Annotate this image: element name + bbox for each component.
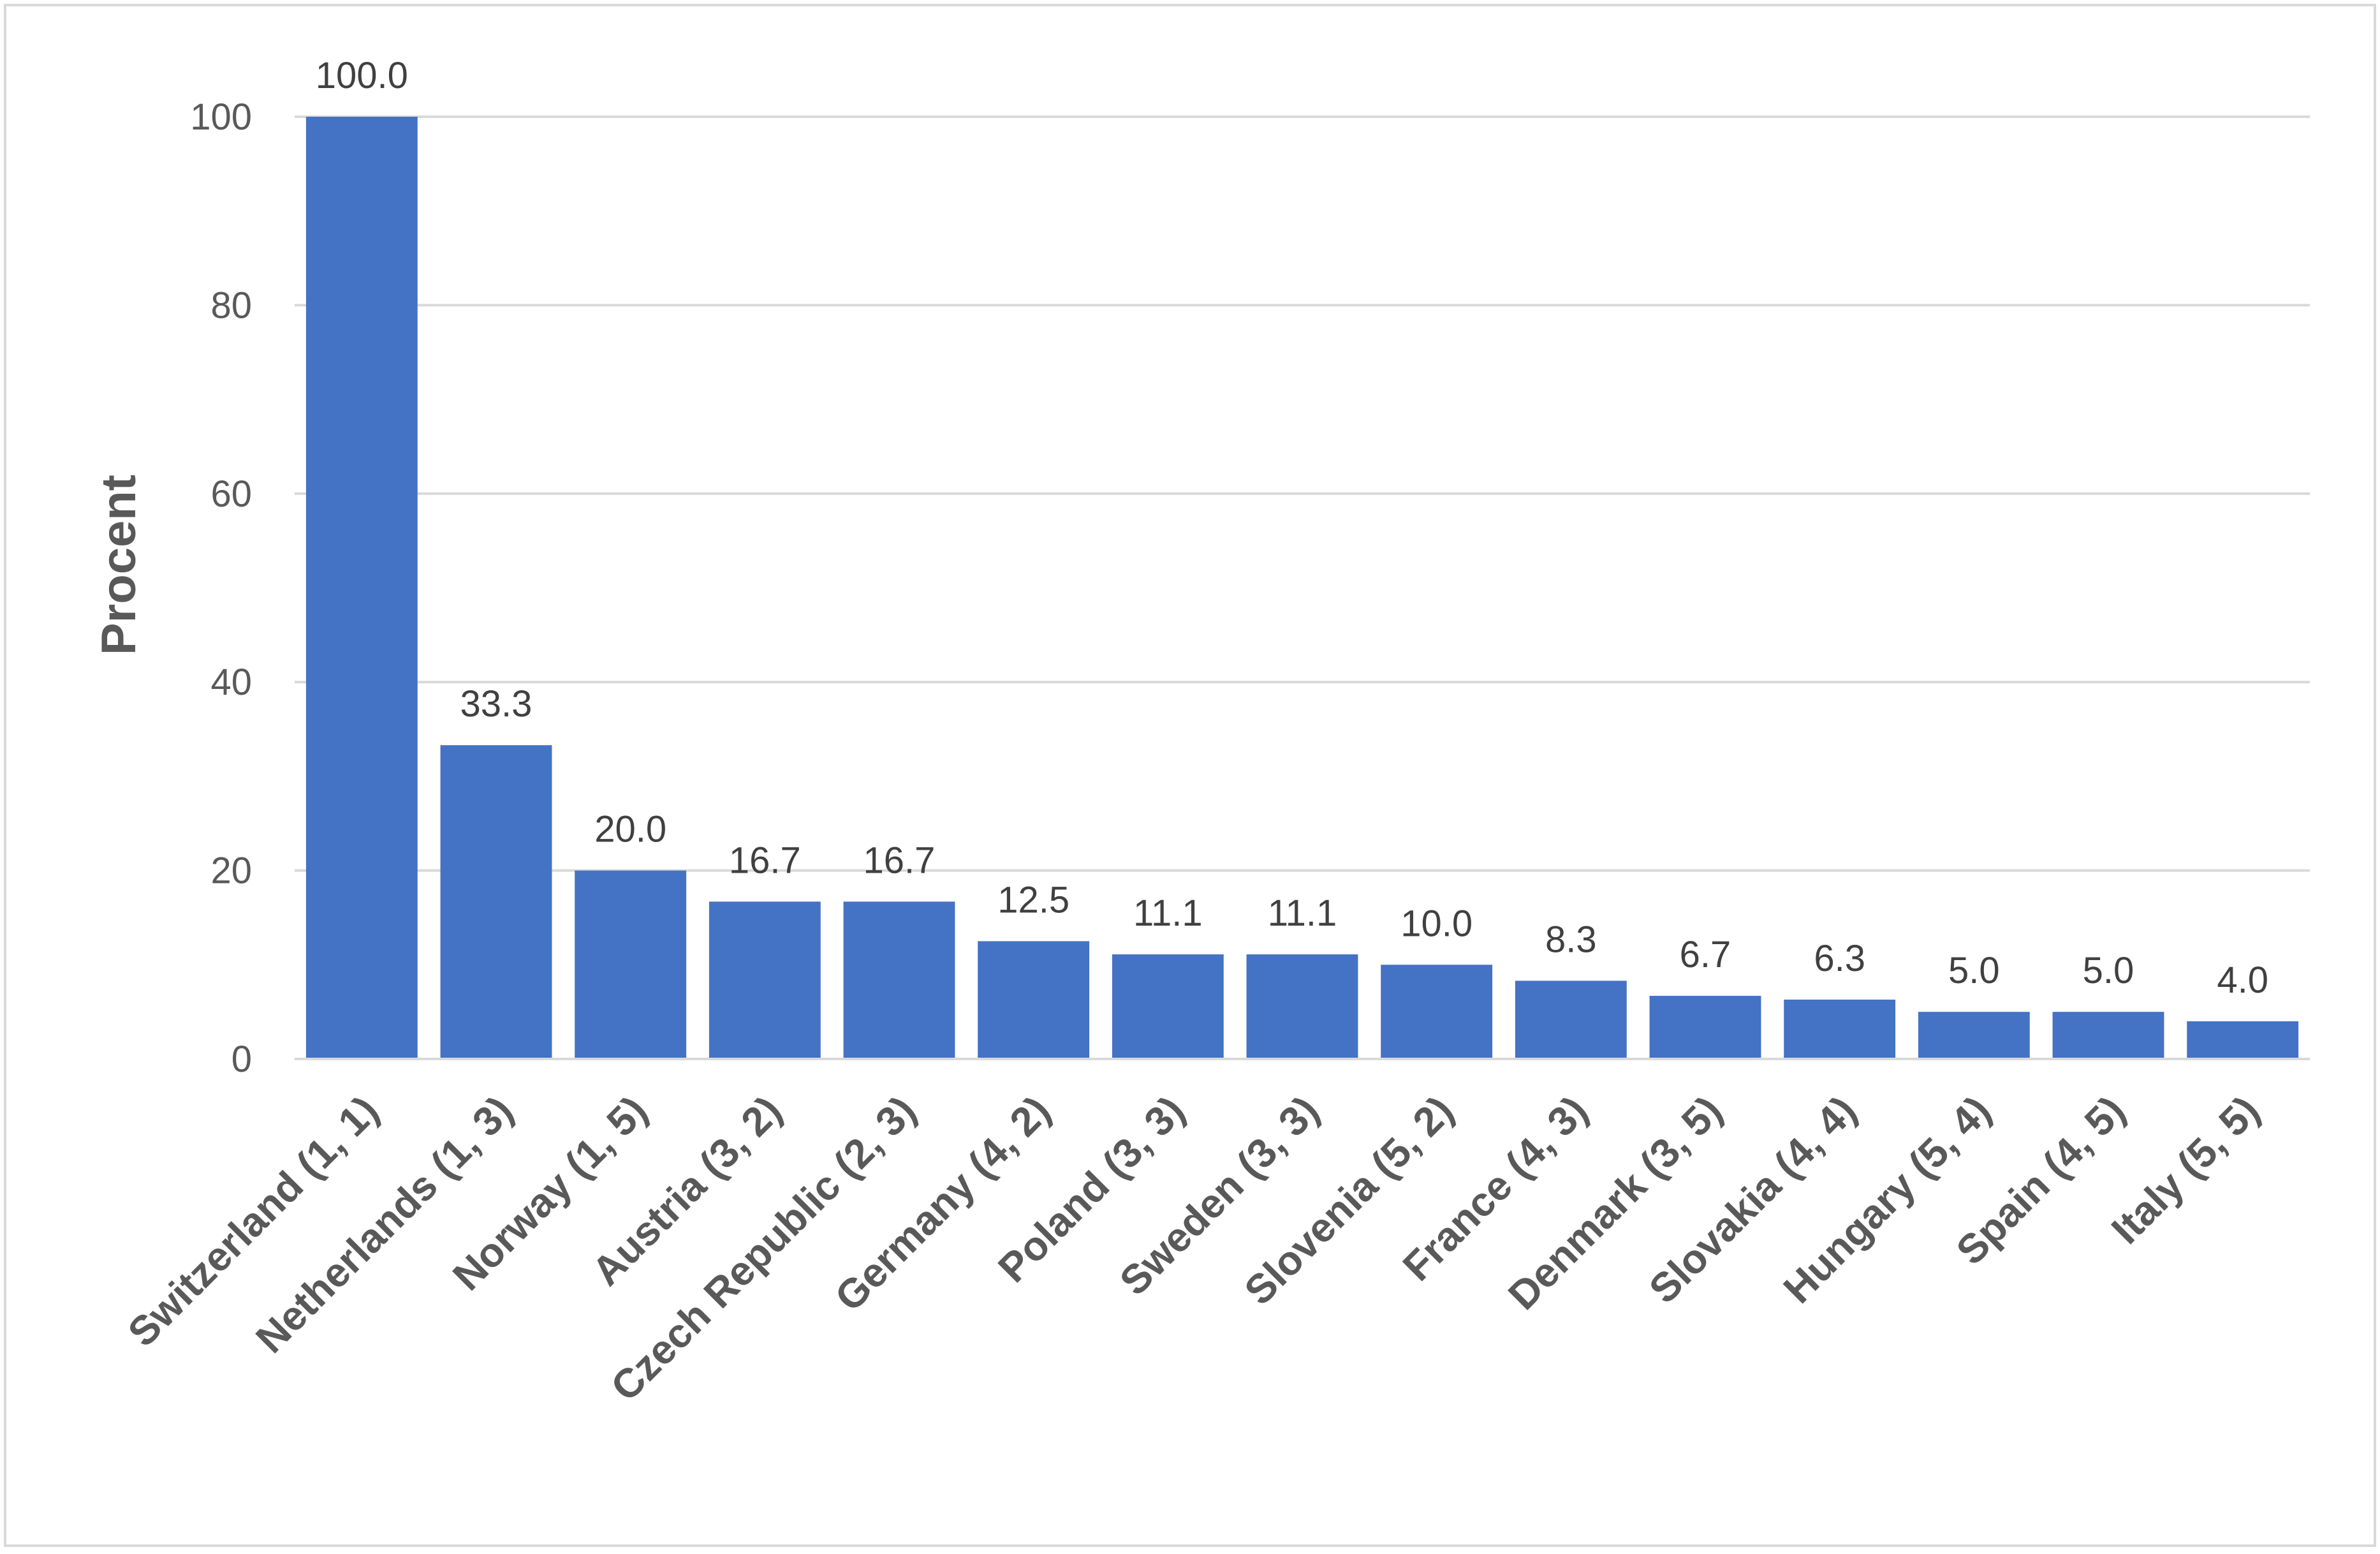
data-label: 12.5 — [997, 879, 1069, 921]
y-axis-tick-labels: 0 20 40 60 80 100 — [190, 96, 252, 1080]
data-label: 5.0 — [1948, 950, 2000, 991]
bar — [709, 901, 821, 1059]
y-tick-label: 100 — [190, 96, 252, 138]
bar — [1112, 954, 1224, 1059]
data-label: 6.3 — [1814, 938, 1865, 979]
bar — [1381, 965, 1493, 1059]
data-labels: 100.0 33.3 20.0 16.7 16.7 12.5 11.1 11.1 10.0 8.3… — [316, 55, 2268, 1001]
y-tick-label: 60 — [210, 473, 252, 515]
data-label: 16.7 — [863, 840, 936, 881]
data-label: 11.1 — [1268, 892, 1337, 934]
y-tick-label: 0 — [231, 1039, 252, 1080]
bar — [1918, 1012, 2030, 1059]
data-label: 8.3 — [1545, 919, 1597, 960]
bar — [1246, 954, 1358, 1059]
bar — [1515, 981, 1627, 1059]
data-label: 4.0 — [2217, 959, 2268, 1001]
y-tick-label: 20 — [210, 850, 252, 892]
y-tick-label: 80 — [210, 285, 252, 326]
bar — [978, 941, 1090, 1059]
data-label: 20.0 — [594, 809, 666, 850]
bars — [305, 117, 2299, 1059]
y-tick-label: 40 — [210, 662, 252, 703]
data-label: 100.0 — [316, 55, 408, 96]
data-label: 5.0 — [2083, 950, 2134, 991]
data-label: 16.7 — [729, 840, 801, 881]
bar — [843, 901, 955, 1059]
bar — [1784, 999, 1896, 1059]
bar — [1649, 996, 1761, 1059]
bar — [2052, 1012, 2164, 1059]
data-label: 33.3 — [460, 683, 533, 725]
y-axis-title: Procent — [92, 475, 146, 655]
bar — [2187, 1021, 2299, 1059]
data-label: 11.1 — [1133, 892, 1203, 934]
data-label: 10.0 — [1400, 903, 1473, 944]
data-label: 6.7 — [1680, 934, 1731, 975]
bar — [440, 745, 552, 1059]
bar — [575, 870, 687, 1059]
bar — [305, 117, 418, 1059]
